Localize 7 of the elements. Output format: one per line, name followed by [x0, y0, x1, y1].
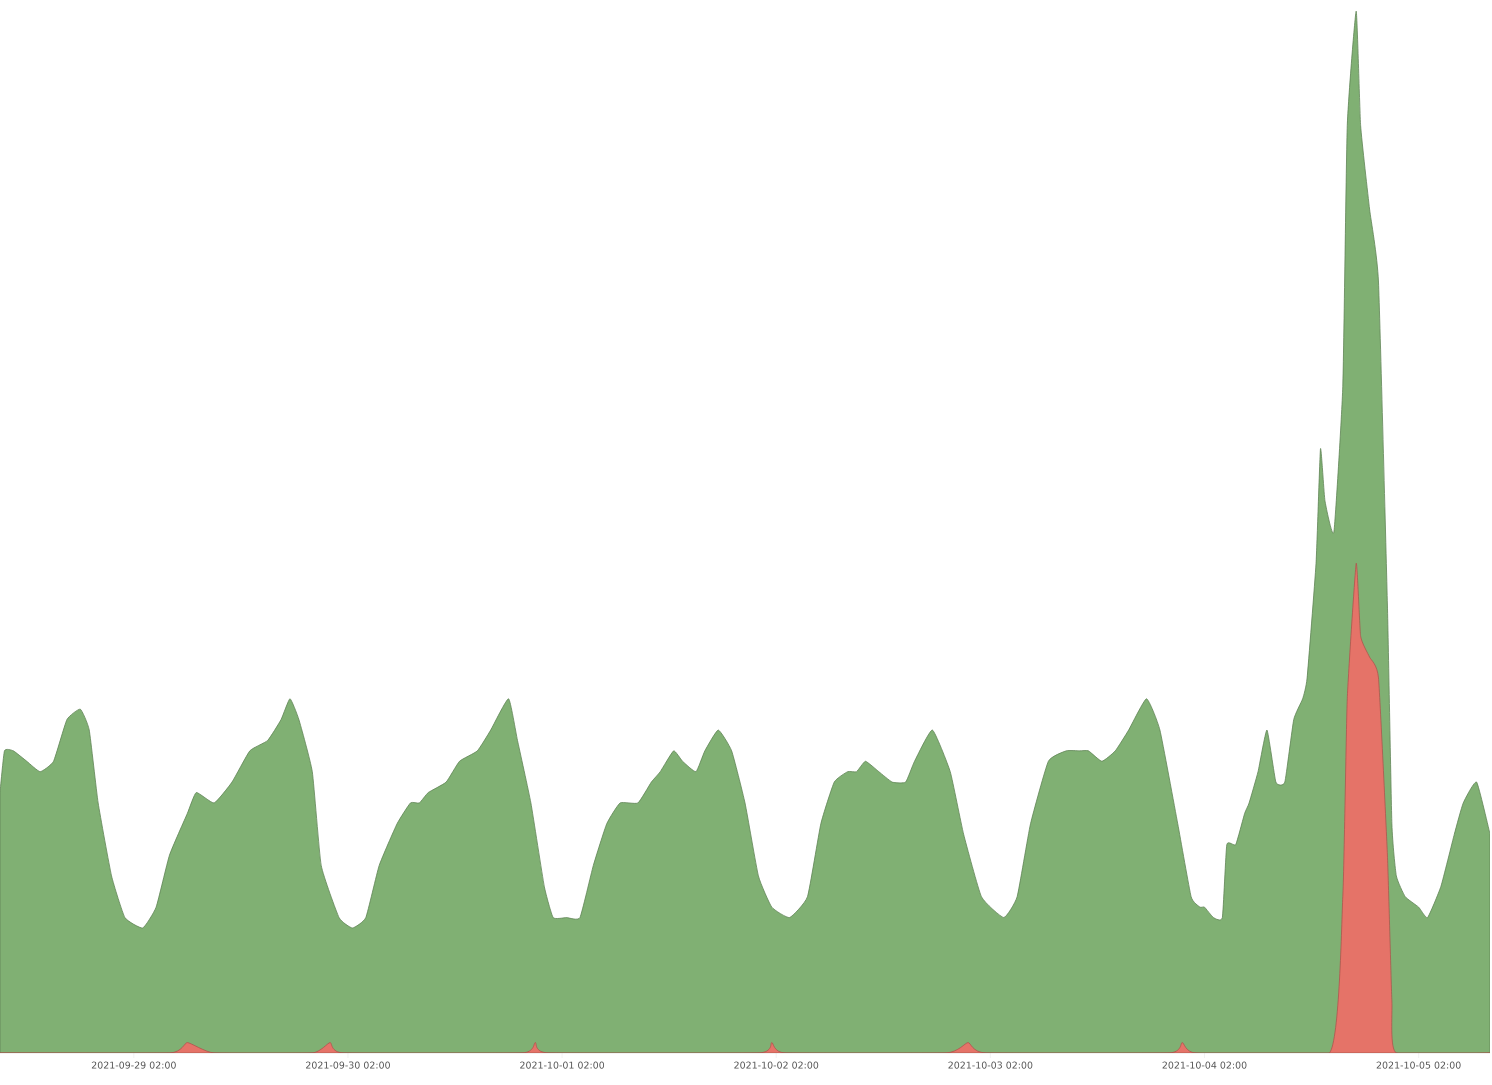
x-tick-label: 2021-10-03 02:00: [948, 1061, 1033, 1069]
x-tick-label: 2021-10-05 02:00: [1376, 1061, 1461, 1069]
x-tick-label: 2021-09-29 02:00: [91, 1061, 176, 1069]
x-tick-label: 2021-10-02 02:00: [734, 1061, 819, 1069]
x-tick-label: 2021-10-01 02:00: [520, 1061, 605, 1069]
x-tick-label: 2021-10-04 02:00: [1162, 1061, 1247, 1069]
x-tick-label: 2021-09-30 02:00: [306, 1061, 390, 1069]
